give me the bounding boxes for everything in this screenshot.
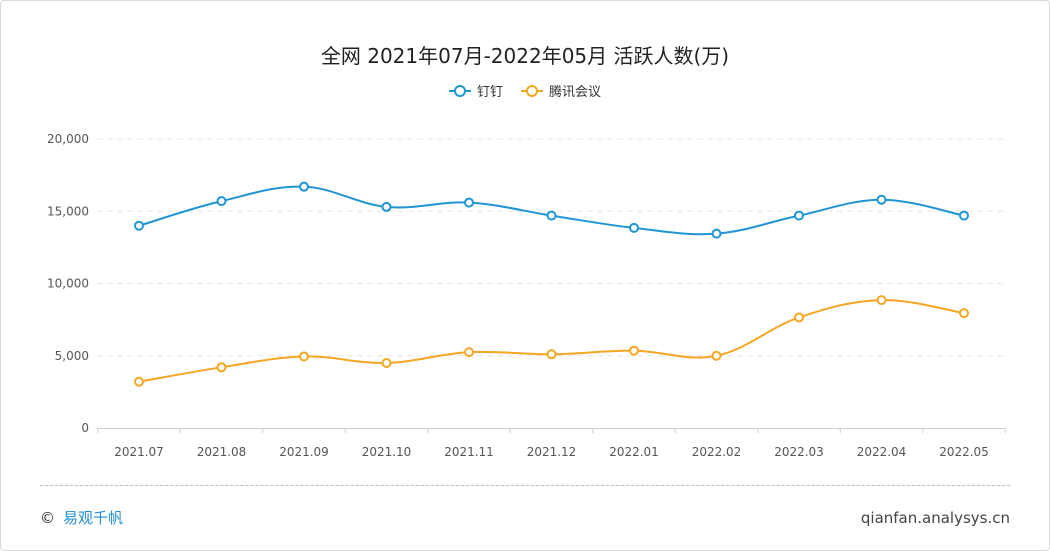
data-point bbox=[546, 210, 557, 221]
brand-name: 易观千帆 bbox=[63, 509, 124, 527]
y-tick-label: 10,000 bbox=[47, 277, 89, 291]
x-tick-label: 2021.09 bbox=[279, 445, 329, 459]
x-tick-label: 2021.12 bbox=[527, 445, 577, 459]
y-tick-label: 15,000 bbox=[47, 204, 89, 218]
x-tick-label: 2022.05 bbox=[939, 445, 989, 459]
legend-marker-icon bbox=[521, 84, 543, 97]
data-point bbox=[216, 362, 227, 373]
data-point bbox=[959, 308, 969, 319]
data-point bbox=[876, 194, 887, 205]
series-line bbox=[138, 185, 965, 236]
data-point bbox=[711, 228, 722, 239]
data-point bbox=[546, 349, 557, 360]
legend-label: 腾讯会议 bbox=[549, 85, 602, 100]
data-point bbox=[629, 345, 639, 356]
y-tick-label: 0 bbox=[81, 421, 89, 435]
x-tick-label: 2022.01 bbox=[609, 445, 659, 459]
x-tick-label: 2022.04 bbox=[857, 445, 907, 459]
series-line bbox=[138, 299, 965, 383]
x-tick-label: 2021.10 bbox=[362, 445, 412, 459]
data-point bbox=[134, 376, 144, 387]
data-point bbox=[794, 210, 804, 221]
data-point bbox=[464, 197, 474, 208]
data-point bbox=[464, 347, 474, 358]
data-point bbox=[794, 312, 804, 323]
data-point bbox=[299, 351, 309, 362]
copyright-symbol: © bbox=[40, 508, 55, 527]
x-tick-label: 2022.03 bbox=[774, 445, 824, 459]
data-point bbox=[216, 196, 227, 207]
legend-label: 钉钉 bbox=[476, 85, 503, 100]
chart-title: 全网 2021年07月-2022年05月 活跃人数(万) bbox=[320, 44, 730, 68]
data-point bbox=[299, 181, 309, 192]
legend: 钉钉 腾讯会议 bbox=[0, 81, 1050, 100]
data-point bbox=[629, 222, 639, 233]
site-url[interactable]: qianfan.analysys.cn bbox=[860, 509, 1010, 527]
y-tick-label: 5,000 bbox=[55, 349, 89, 363]
x-tick-label: 2021.08 bbox=[197, 445, 247, 459]
data-point bbox=[381, 357, 392, 368]
data-point bbox=[959, 210, 969, 221]
data-point bbox=[876, 295, 887, 306]
footer-divider bbox=[40, 485, 1010, 486]
brand: © 易观千帆 bbox=[40, 507, 123, 528]
x-tick-label: 2022.02 bbox=[692, 445, 742, 459]
legend-item-tencent-meeting[interactable]: 腾讯会议 bbox=[521, 81, 601, 100]
legend-marker-icon bbox=[448, 84, 471, 97]
data-point bbox=[134, 220, 144, 231]
data-point bbox=[711, 350, 722, 361]
legend-item-dingtalk[interactable]: 钉钉 bbox=[448, 81, 503, 100]
y-tick-label: 20,000 bbox=[47, 132, 89, 146]
x-tick-label: 2021.11 bbox=[444, 445, 494, 459]
data-point bbox=[381, 201, 392, 212]
x-tick-label: 2021.07 bbox=[114, 445, 164, 459]
